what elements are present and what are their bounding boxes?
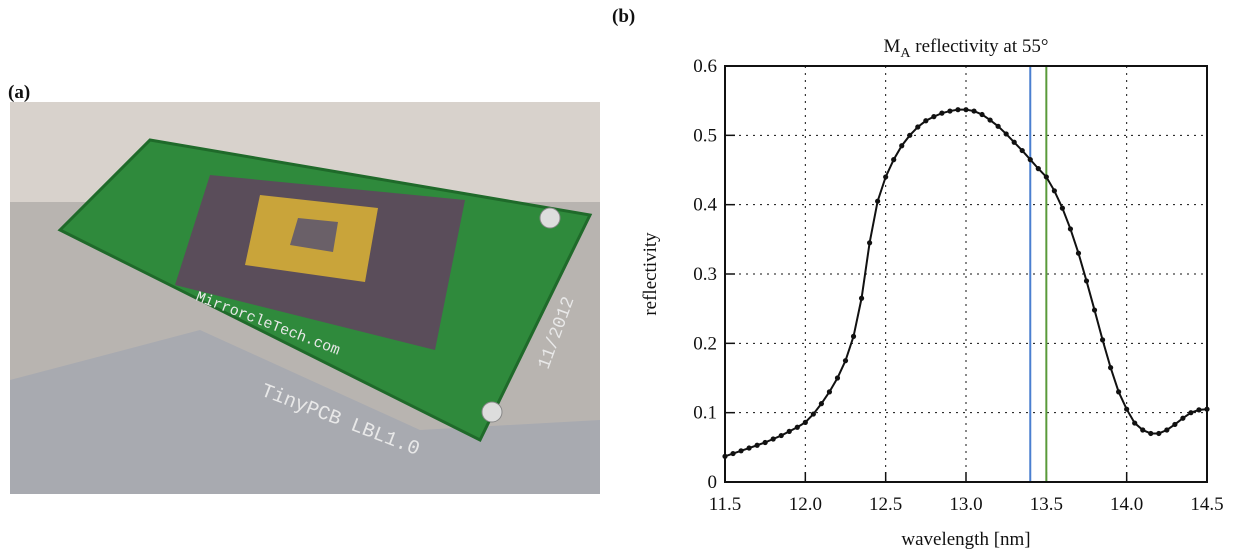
data-point [1020, 148, 1025, 153]
data-point [971, 108, 976, 113]
data-point [811, 411, 816, 416]
title-main: M [884, 36, 901, 57]
data-point [907, 133, 912, 138]
data-point [1124, 407, 1129, 412]
data-point [763, 440, 768, 445]
data-point [779, 433, 784, 438]
x-axis-label: wavelength [nm] [901, 529, 1030, 550]
data-point [875, 199, 880, 204]
y-tick-label: 0.1 [693, 403, 717, 424]
data-point [1076, 251, 1081, 256]
data-point [835, 375, 840, 380]
x-tick-label: 14.0 [1110, 494, 1143, 515]
data-point [1028, 157, 1033, 162]
data-point [1036, 166, 1041, 171]
plot-frame [725, 66, 1207, 482]
panel-label: (b) [612, 6, 635, 27]
data-point [1044, 174, 1049, 179]
data-point [931, 114, 936, 119]
data-point [1140, 427, 1145, 432]
data-point [1196, 407, 1201, 412]
y-tick-label: 0.6 [693, 56, 717, 77]
data-point [939, 111, 944, 116]
data-point [827, 389, 832, 394]
y-tick-label: 0.5 [693, 125, 717, 146]
data-point [1068, 226, 1073, 231]
data-point [883, 174, 888, 179]
x-tick-label: 12.0 [789, 494, 822, 515]
data-point [1060, 206, 1065, 211]
data-point [891, 157, 896, 162]
data-point [1132, 420, 1137, 425]
data-point [955, 107, 960, 112]
data-point [1164, 427, 1169, 432]
data-point [915, 124, 920, 129]
data-point [899, 143, 904, 148]
photo: TinyPCB LBL1.0 MirrorcleTech.com 11/2012 [10, 102, 600, 494]
data-point [996, 124, 1001, 129]
data-point [803, 420, 808, 425]
figure: (a) (b) TinyPCB LBL1.0 MirrorcleTech.com… [0, 0, 1240, 551]
data-point [843, 358, 848, 363]
x-tick-label: 13.0 [949, 494, 982, 515]
data-point [1148, 431, 1153, 436]
data-point [851, 334, 856, 339]
x-tick-label: 12.5 [869, 494, 902, 515]
data-point [1188, 410, 1193, 415]
chart-title: MA reflectivity at 55° [884, 36, 1049, 61]
y-tick-label: 0.3 [693, 264, 717, 285]
data-point [1052, 188, 1057, 193]
data-point [730, 451, 735, 456]
y-tick-label: 0 [708, 472, 718, 493]
data-point [859, 296, 864, 301]
data-point [1108, 365, 1113, 370]
data-point [819, 401, 824, 406]
data-point [787, 429, 792, 434]
panel-label: (a) [8, 82, 30, 103]
data-point [795, 425, 800, 430]
y-tick-label: 0.2 [693, 333, 717, 354]
data-point [988, 117, 993, 122]
data-point [1100, 337, 1105, 342]
data-point [771, 436, 776, 441]
data-point [1116, 389, 1121, 394]
data-point [1156, 431, 1161, 436]
plot: 11.5 12.0 12.5 13.0 13.5 14.0 14.5 0 0.1 0.2 0.3 0.… [693, 56, 1223, 515]
data-point [747, 445, 752, 450]
x-tick-label: 11.5 [709, 494, 742, 515]
x-tick-label: 14.5 [1190, 494, 1223, 515]
data-point [947, 108, 952, 113]
data-point [867, 240, 872, 245]
x-tick-label: 13.5 [1030, 494, 1063, 515]
data-point [1012, 140, 1017, 145]
data-point [1084, 278, 1089, 283]
title-rest: reflectivity at 55° [911, 36, 1049, 57]
data-point [1172, 422, 1177, 427]
hole [540, 208, 560, 228]
data-point [979, 112, 984, 117]
data-point [755, 443, 760, 448]
data-point [923, 118, 928, 123]
data-point [963, 107, 968, 112]
data-point [738, 448, 743, 453]
y-tick-label: 0.4 [693, 195, 717, 216]
hole [482, 402, 502, 422]
data-point [1004, 131, 1009, 136]
y-axis-label: reflectivity [640, 232, 661, 316]
data-point [1180, 416, 1185, 421]
data-point [1092, 307, 1097, 312]
